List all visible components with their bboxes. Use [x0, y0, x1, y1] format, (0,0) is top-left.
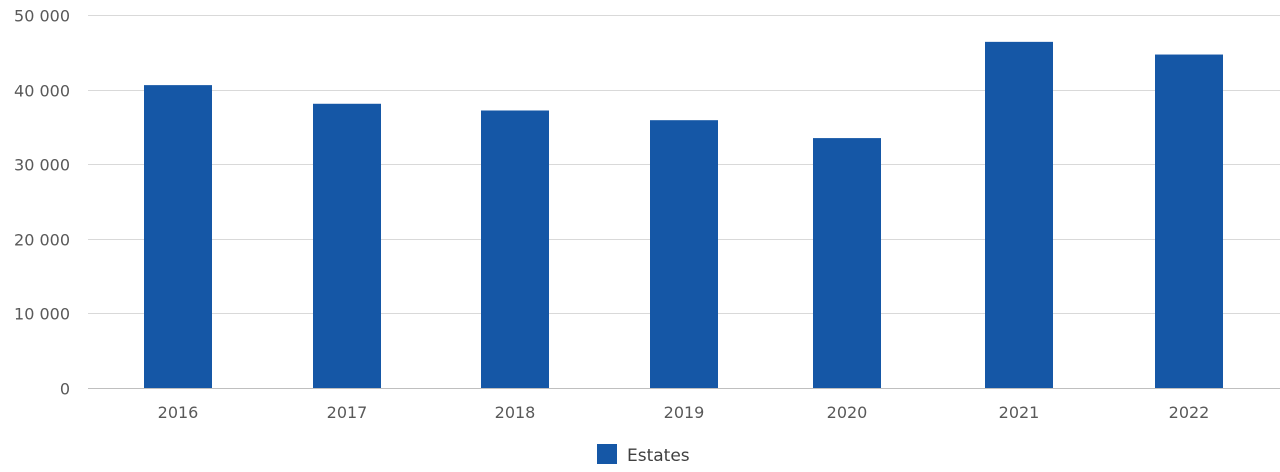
- bar-2020: [813, 138, 881, 388]
- x-tick-label-2020: 2020: [827, 403, 868, 422]
- x-tick-label-2021: 2021: [999, 403, 1040, 422]
- y-tick-label: 0: [60, 380, 70, 399]
- bar-2016: [144, 85, 212, 389]
- bar-2018: [481, 110, 549, 388]
- bar-2017: [313, 103, 381, 389]
- bars: [144, 41, 1223, 389]
- y-tick-label: 30 000: [14, 156, 70, 175]
- legend: Estates: [597, 444, 690, 466]
- y-tick-label: 10 000: [14, 305, 70, 324]
- bar-2021: [985, 41, 1053, 389]
- x-tick-label-2022: 2022: [1169, 403, 1210, 422]
- x-tick-label-2016: 2016: [158, 403, 199, 422]
- y-tick-label: 20 000: [14, 231, 70, 250]
- legend-swatch-estates: [597, 444, 617, 464]
- bar-2022: [1155, 54, 1223, 389]
- y-tick-label: 50 000: [14, 7, 70, 26]
- x-axis-tick-labels: 2016 2017 2018 2019 2020 2021 2022: [158, 403, 1210, 422]
- y-axis-tick-labels: 0 10 000 20 000 30 000 40 000 50 000: [14, 7, 70, 399]
- bar-2019: [650, 120, 718, 388]
- y-tick-label: 40 000: [14, 82, 70, 101]
- x-tick-label-2019: 2019: [664, 403, 705, 422]
- x-tick-label-2018: 2018: [495, 403, 536, 422]
- legend-label-estates: Estates: [627, 446, 690, 466]
- x-tick-label-2017: 2017: [327, 403, 368, 422]
